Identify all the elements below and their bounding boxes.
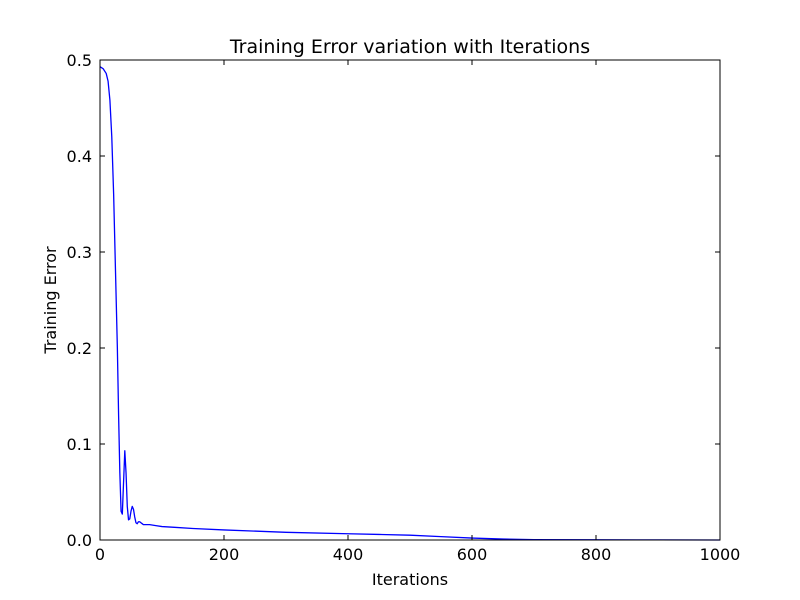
- x-tick-label: 800: [581, 545, 612, 564]
- x-tick-label: 1000: [700, 545, 741, 564]
- x-tick-label: 400: [333, 545, 364, 564]
- plot-area: [99, 66, 721, 541]
- x-tick-label: 200: [209, 545, 240, 564]
- y-tick-label: 0.2: [67, 339, 92, 358]
- y-tick-label: 0.5: [67, 51, 92, 70]
- y-tick-label: 0.3: [67, 243, 92, 262]
- y-tick-label: 0.4: [67, 147, 92, 166]
- y-axis-label: Training Error: [41, 246, 60, 355]
- x-tick-label: 600: [457, 545, 488, 564]
- x-tick-label: 0: [95, 545, 105, 564]
- axes: 0 200 400 600 800 1000 0.0 0.1 0.2 0.3 0.4 0.5: [67, 51, 741, 564]
- series-line-0: [99, 66, 721, 541]
- y-tick-label: 0.1: [67, 435, 92, 454]
- x-axis-label: Iterations: [372, 570, 448, 589]
- chart-title: Training Error variation with Iterations: [229, 36, 590, 58]
- plot-frame: [99, 59, 721, 541]
- y-tick-label: 0.0: [67, 531, 92, 550]
